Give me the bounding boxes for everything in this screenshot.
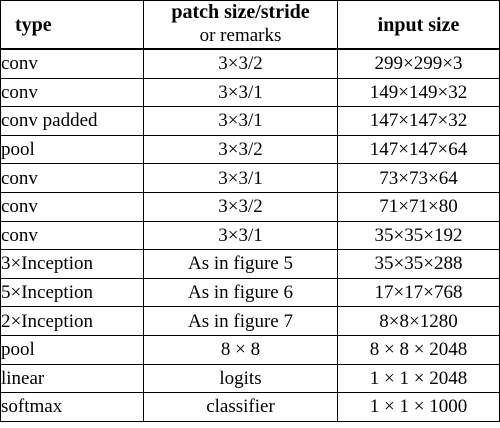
table-row: 3×Inception As in figure 5 35×35×288 (0, 249, 500, 279)
cell-patch: logits (143, 363, 338, 394)
cell-patch: As in figure 5 (143, 249, 338, 279)
cell-patch: 3×3/1 (143, 163, 338, 193)
table-header: type patch size/stride or remarks input … (0, 0, 500, 50)
table-row: conv 3×3/1 149×149×32 (0, 77, 500, 108)
cell-patch: 8 × 8 (143, 334, 338, 365)
cell-input-size: 147×147×64 (337, 134, 500, 165)
cell-input-size: 35×35×192 (337, 220, 500, 251)
cell-input-size: 8×8×1280 (337, 306, 500, 336)
cell-patch: As in figure 6 (143, 277, 338, 308)
table-row: conv 3×3/1 73×73×64 (0, 163, 500, 193)
table-row: conv 3×3/1 35×35×192 (0, 220, 500, 251)
table-row: conv 3×3/2 299×299×3 (0, 47, 500, 79)
cell-input-size: 1 × 1 × 1000 (337, 392, 500, 422)
cell-type: conv (0, 163, 144, 193)
cell-type: 2×Inception (0, 306, 144, 336)
cell-input-size: 73×73×64 (337, 163, 500, 193)
cell-input-size: 147×147×32 (337, 106, 500, 136)
header-row: type patch size/stride or remarks input … (0, 0, 500, 50)
table-row: conv padded 3×3/1 147×147×32 (0, 106, 500, 136)
header-patch-size-sublabel: or remarks (199, 25, 282, 46)
cell-input-size: 149×149×32 (337, 77, 500, 108)
cell-input-size: 299×299×3 (337, 47, 500, 79)
header-type: type (0, 0, 144, 50)
cell-patch: 3×3/1 (143, 77, 338, 108)
cell-input-size: 35×35×288 (337, 249, 500, 279)
table-row: 2×Inception As in figure 7 8×8×1280 (0, 306, 500, 336)
cell-type: conv padded (0, 106, 144, 136)
cell-type: conv (0, 220, 144, 251)
cell-type: conv (0, 47, 144, 79)
cell-input-size: 8 × 8 × 2048 (337, 334, 500, 365)
table-row: linear logits 1 × 1 × 2048 (0, 363, 500, 394)
cell-type: 5×Inception (0, 277, 144, 308)
cell-patch: 3×3/2 (143, 191, 338, 222)
header-patch-size-label: patch size/stride (171, 1, 310, 23)
table-row: pool 3×3/2 147×147×64 (0, 134, 500, 165)
cell-type: conv (0, 191, 144, 222)
cell-patch: 3×3/1 (143, 106, 338, 136)
cell-input-size: 71×71×80 (337, 191, 500, 222)
cell-patch: 3×3/2 (143, 47, 338, 79)
table-row: softmax classifier 1 × 1 × 1000 (0, 392, 500, 422)
cell-type: linear (0, 363, 144, 394)
table-row: 5×Inception As in figure 6 17×17×768 (0, 277, 500, 308)
cell-patch: 3×3/2 (143, 134, 338, 165)
table-body: conv 3×3/2 299×299×3 conv 3×3/1 149×149×… (0, 47, 500, 422)
cell-type: pool (0, 134, 144, 165)
cell-input-size: 17×17×768 (337, 277, 500, 308)
cell-patch: As in figure 7 (143, 306, 338, 336)
cell-input-size: 1 × 1 × 2048 (337, 363, 500, 394)
table-row: conv 3×3/2 71×71×80 (0, 191, 500, 222)
table-row: pool 8 × 8 8 × 8 × 2048 (0, 334, 500, 365)
cell-type: conv (0, 77, 144, 108)
cell-type: softmax (0, 392, 144, 422)
cell-patch: classifier (143, 392, 338, 422)
header-input-size: input size (337, 0, 500, 50)
cell-type: 3×Inception (0, 249, 144, 279)
header-patch-size: patch size/stride or remarks (143, 0, 338, 50)
cell-patch: 3×3/1 (143, 220, 338, 251)
cell-type: pool (0, 334, 144, 365)
